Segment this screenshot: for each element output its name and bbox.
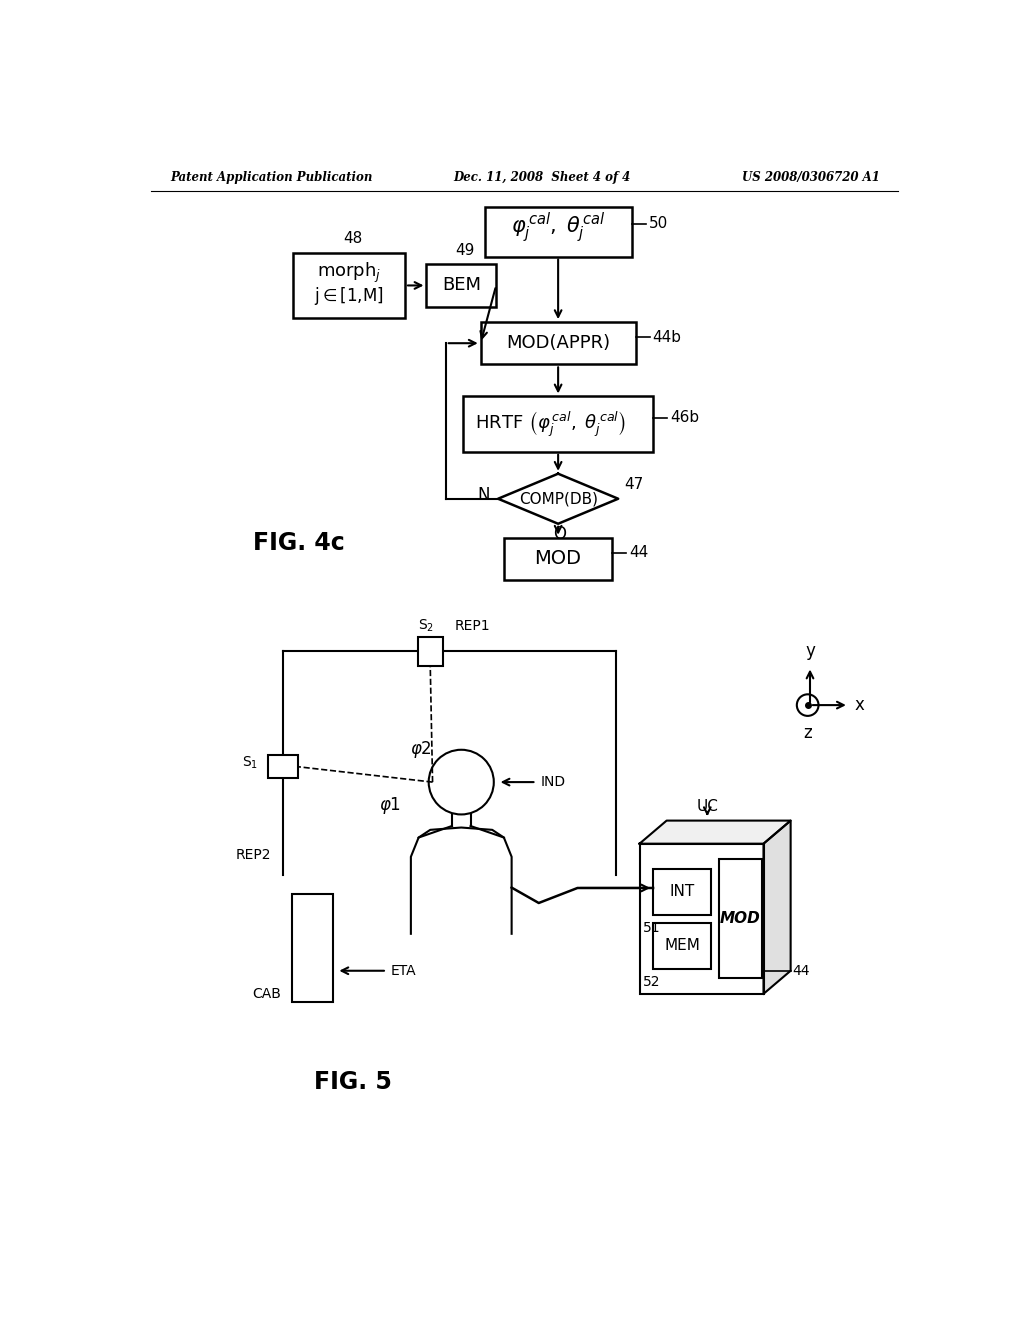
- Text: 44: 44: [630, 545, 648, 560]
- FancyBboxPatch shape: [484, 206, 632, 256]
- Text: US 2008/0306720 A1: US 2008/0306720 A1: [741, 172, 880, 185]
- Text: 44: 44: [793, 964, 810, 978]
- Text: z: z: [803, 723, 812, 742]
- FancyBboxPatch shape: [418, 636, 442, 665]
- Text: S$_2$: S$_2$: [418, 618, 434, 634]
- FancyBboxPatch shape: [640, 843, 764, 994]
- Text: 46b: 46b: [670, 411, 699, 425]
- Circle shape: [797, 694, 818, 715]
- Text: x: x: [855, 696, 865, 714]
- Text: HRTF $\left(\varphi_j^{\,cal},\;\theta_j^{\,cal}\right)$: HRTF $\left(\varphi_j^{\,cal},\;\theta_j…: [475, 409, 626, 438]
- FancyBboxPatch shape: [480, 322, 636, 364]
- Text: O: O: [553, 525, 566, 543]
- Text: S$_1$: S$_1$: [242, 755, 258, 771]
- Text: MOD: MOD: [535, 549, 582, 569]
- FancyBboxPatch shape: [719, 859, 762, 978]
- Text: 47: 47: [625, 478, 644, 492]
- Text: 50: 50: [649, 216, 668, 231]
- Text: FIG. 5: FIG. 5: [313, 1071, 392, 1094]
- Text: y: y: [805, 643, 815, 660]
- Text: FIG. 4c: FIG. 4c: [253, 532, 344, 556]
- FancyBboxPatch shape: [268, 755, 298, 779]
- Text: 51: 51: [643, 921, 662, 935]
- Text: INT: INT: [670, 884, 694, 899]
- Text: COMP(DB): COMP(DB): [518, 491, 598, 507]
- Text: MEM: MEM: [665, 939, 700, 953]
- Text: Patent Application Publication: Patent Application Publication: [171, 172, 373, 185]
- Text: BEM: BEM: [441, 276, 480, 294]
- Text: j$\in$[1,M]: j$\in$[1,M]: [314, 285, 384, 308]
- FancyBboxPatch shape: [504, 537, 612, 579]
- Text: 48: 48: [343, 231, 362, 247]
- Polygon shape: [640, 821, 791, 843]
- Text: 52: 52: [643, 975, 660, 989]
- Text: REP2: REP2: [236, 849, 271, 862]
- Text: N: N: [478, 486, 490, 504]
- Text: ETA: ETA: [391, 964, 417, 978]
- Polygon shape: [498, 474, 618, 524]
- Text: MOD: MOD: [720, 911, 761, 927]
- Text: IND: IND: [541, 775, 565, 789]
- Text: MOD(APPR): MOD(APPR): [506, 334, 610, 352]
- Text: $\varphi$1: $\varphi$1: [379, 795, 401, 816]
- Polygon shape: [764, 821, 791, 994]
- Text: UC: UC: [696, 799, 718, 814]
- Text: 49: 49: [456, 243, 475, 257]
- Text: 44b: 44b: [652, 330, 682, 345]
- Text: REP1: REP1: [455, 619, 490, 632]
- Text: CAB: CAB: [252, 987, 281, 1001]
- FancyBboxPatch shape: [653, 923, 712, 969]
- Text: $\varphi$2: $\varphi$2: [410, 739, 432, 760]
- Text: Dec. 11, 2008  Sheet 4 of 4: Dec. 11, 2008 Sheet 4 of 4: [454, 172, 631, 185]
- FancyBboxPatch shape: [292, 894, 333, 1002]
- Text: morph$_j$: morph$_j$: [316, 261, 381, 285]
- FancyBboxPatch shape: [463, 396, 653, 451]
- FancyBboxPatch shape: [293, 252, 406, 318]
- FancyBboxPatch shape: [653, 869, 712, 915]
- Text: $\varphi_j^{\,cal},\;\theta_j^{\,cal}$: $\varphi_j^{\,cal},\;\theta_j^{\,cal}$: [511, 210, 605, 246]
- FancyBboxPatch shape: [426, 264, 496, 306]
